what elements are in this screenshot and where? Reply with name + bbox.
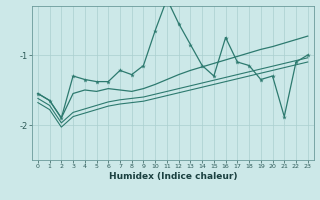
X-axis label: Humidex (Indice chaleur): Humidex (Indice chaleur)	[108, 172, 237, 181]
